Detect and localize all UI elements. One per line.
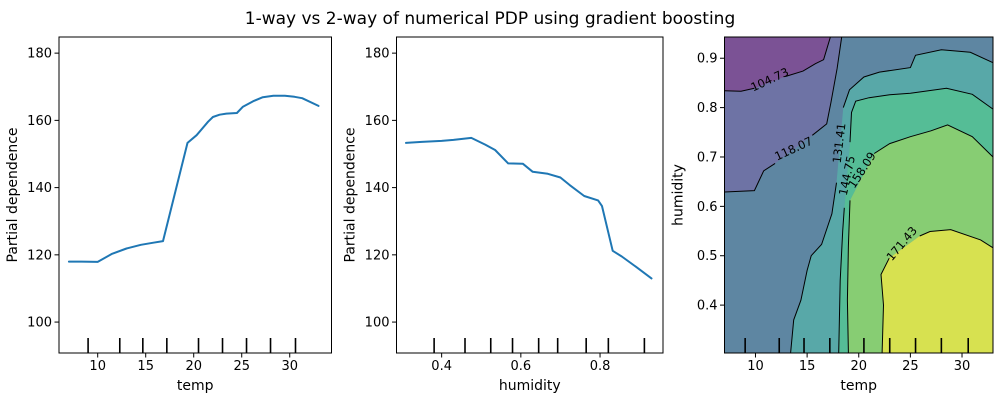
x-axis-label: humidity — [499, 378, 561, 394]
y-axis-tick-label: 140 — [27, 181, 52, 196]
x-axis-label: temp — [177, 378, 214, 394]
y-axis-tick-label: 0.9 — [697, 52, 718, 67]
x-axis-tick-label: 0.8 — [590, 359, 611, 374]
contour-line-144.75 — [838, 207, 845, 354]
pdp-curve-temp — [67, 94, 320, 263]
x-axis-tick-label: 30 — [281, 359, 298, 374]
contour-line-104.73 — [785, 36, 831, 77]
pdp-curve-humidity — [405, 136, 653, 280]
y-axis-tick-label: 0.6 — [697, 200, 718, 215]
contour-band-0 — [724, 37, 831, 92]
contour-band-1 — [724, 37, 842, 192]
x-axis-tick-label: 10 — [747, 359, 764, 374]
y-axis-tick-label: 120 — [27, 248, 52, 263]
contour-line-118.07 — [724, 162, 776, 193]
x-axis-tick-label: 25 — [902, 359, 919, 374]
y-axis-tick-label: 160 — [365, 114, 390, 129]
subplot-2-humidity-pdp: 0.4 0.6 0.8 100 120 140 160 180 humidity Partial … — [343, 36, 664, 394]
contour-line-131.41 — [790, 182, 837, 354]
y-axis-label: humidity — [671, 164, 687, 226]
y-axis-tick-label: 100 — [365, 316, 390, 331]
x-axis-tick-label: 0.4 — [431, 359, 452, 374]
x-axis-tick-label: 20 — [850, 359, 867, 374]
axes-spines — [396, 36, 664, 354]
contour-line-171.43 — [880, 257, 890, 354]
y-axis-tick-label: 140 — [365, 181, 390, 196]
x-axis-tick-label: 30 — [954, 359, 971, 374]
y-axis-label: Partial dependence — [5, 127, 21, 262]
x-axis-tick-label: 10 — [89, 359, 106, 374]
contour-line-171.43 — [919, 229, 994, 249]
y-axis-tick-label: 160 — [27, 114, 52, 129]
x-axis-label: temp — [840, 378, 877, 394]
contour-level-label: 131.41 — [830, 122, 849, 164]
subplot-1-temp-pdp: 10 15 20 25 30 100 120 140 160 180 temp Partial dep… — [5, 36, 332, 394]
subplots-group: 10 15 20 25 30 100 120 140 160 180 temp Partial dep… — [5, 36, 994, 394]
y-axis-tick-label: 0.4 — [697, 299, 718, 314]
x-axis-tick-label: 15 — [799, 359, 816, 374]
axes-spines — [724, 36, 994, 354]
y-axis-tick-label: 0.8 — [697, 101, 718, 116]
y-axis-label: Partial dependence — [343, 127, 359, 262]
contour-line-104.73 — [724, 87, 755, 92]
x-axis-tick-label: 25 — [233, 359, 250, 374]
contour-band-4 — [838, 88, 993, 354]
contour-line-158.09 — [846, 200, 851, 354]
y-axis-tick-label: 180 — [365, 47, 390, 62]
y-axis-tick-label: 0.5 — [697, 249, 718, 264]
contour-line-144.75 — [849, 87, 994, 143]
contour-line-158.09 — [873, 124, 994, 158]
y-axis-tick-label: 100 — [27, 316, 52, 331]
contour-band-6 — [881, 229, 993, 353]
contour-line-131.41 — [842, 49, 994, 108]
figure-title: 1-way vs 2-way of numerical PDP using gr… — [245, 9, 736, 29]
y-axis-tick-label: 180 — [27, 47, 52, 62]
contour-band-5 — [847, 124, 993, 354]
x-axis-tick-label: 0.6 — [510, 359, 531, 374]
x-axis-tick-label: 20 — [185, 359, 202, 374]
y-axis-tick-label: 120 — [365, 248, 390, 263]
x-axis-tick-label: 15 — [137, 359, 154, 374]
y-axis-tick-label: 0.7 — [697, 150, 718, 165]
axes-spines — [58, 36, 332, 354]
contour-band-3 — [790, 49, 993, 354]
contour-line-118.07 — [811, 36, 843, 136]
